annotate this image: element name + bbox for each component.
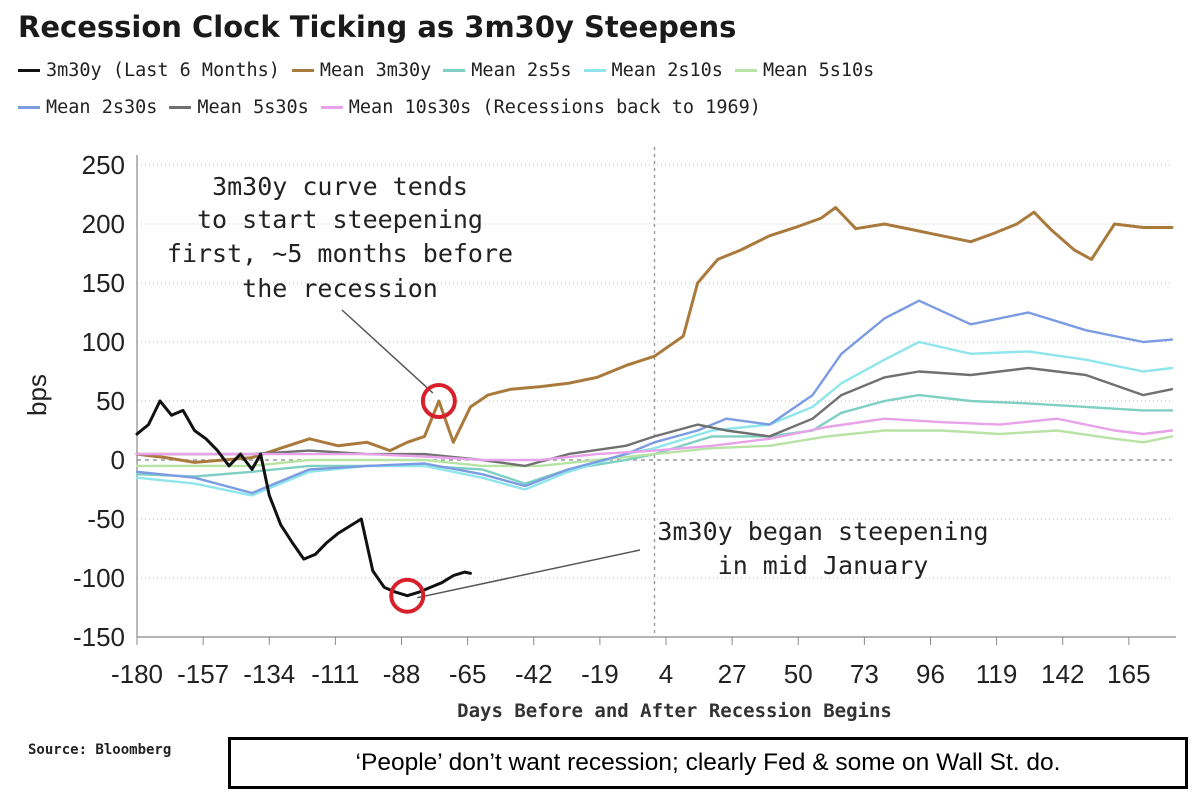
series-line-mean-10s30s-recessions-back-to-1969 <box>135 417 1174 462</box>
legend-label: 3m30y (Last 6 Months) <box>46 60 280 81</box>
legend-label: Mean 5s10s <box>762 60 875 81</box>
x-tick-label: 119 <box>976 659 1017 689</box>
legend-swatch <box>734 69 757 72</box>
legend-row-1: 3m30y (Last 6 Months) Mean 3m30y Mean 2s5s… <box>18 60 886 81</box>
x-tick-label: 96 <box>916 659 945 689</box>
x-tick-label: 4 <box>659 659 673 689</box>
annotation-1-line: first, ~5 months before <box>167 239 513 268</box>
legend-item: Mean 2s5s <box>443 60 572 81</box>
x-tick-label: -134 <box>243 659 295 689</box>
legend-label: Mean 2s30s <box>46 97 158 118</box>
legend-item: Mean 5s10s <box>734 60 875 81</box>
y-tick-label: 250 <box>82 150 125 180</box>
x-tick-label: -111 <box>311 659 359 689</box>
caption-box: ‘People’ don’t want recession; clearly F… <box>228 737 1188 789</box>
x-tick-label: -180 <box>111 659 163 689</box>
series-line-mean-5s10s <box>135 429 1174 468</box>
legend-swatch <box>18 69 40 72</box>
series-line-mean-2s30s <box>135 299 1174 495</box>
annotation-2-marker <box>389 577 426 614</box>
y-tick-label: -150 <box>73 622 125 652</box>
x-tick-label: 27 <box>718 659 747 689</box>
legend-swatch <box>443 69 466 72</box>
series-line-3m30y-last-6-months <box>135 399 472 598</box>
legend-item: Mean 5s30s <box>169 97 309 118</box>
annotation-1-line: the recession <box>242 274 438 303</box>
series-line-mean-3m30y <box>135 206 1174 464</box>
x-tick-label: -65 <box>449 659 487 689</box>
legend-label: Mean 2s5s <box>471 60 572 81</box>
legend-swatch <box>320 106 343 109</box>
annotation-1-marker <box>420 383 457 419</box>
x-tick-label: 142 <box>1041 659 1084 689</box>
legend-item: Mean 3m30y <box>291 60 432 81</box>
x-tick-label: 73 <box>850 659 879 689</box>
x-tick-label: 50 <box>784 659 813 689</box>
y-tick-label: 0 <box>111 445 125 475</box>
legend-item: Mean 2s30s <box>18 97 157 118</box>
legend-row-2: Mean 2s30s Mean 5s30s Mean 10s30s (Recessi… <box>18 97 773 118</box>
x-tick-label: -19 <box>581 659 619 689</box>
y-tick-label: 150 <box>82 268 125 298</box>
legend-swatch <box>18 106 40 109</box>
legend-label: Mean 2s10s <box>611 60 723 81</box>
x-tick-label: -42 <box>515 659 553 689</box>
series-line-mean-2s5s <box>135 393 1174 485</box>
annotation-2-line: in mid January <box>718 551 929 580</box>
legend-item: Mean 2s10s <box>583 60 723 81</box>
annotation-2-pointer <box>417 549 641 599</box>
annotation-1-line: to start steepening <box>197 205 483 234</box>
legend-swatch <box>169 106 192 109</box>
y-tick-label: -100 <box>73 563 125 593</box>
x-axis-title: Days Before and After Recession Begins <box>457 700 892 722</box>
legend-label: Mean 3m30y <box>319 60 432 81</box>
x-tick-label: 165 <box>1107 659 1150 689</box>
legend-item: 3m30y (Last 6 Months) <box>18 60 280 81</box>
legend-label: Mean 5s30s <box>197 97 309 118</box>
y-tick-label: -50 <box>87 504 125 534</box>
annotation-2-line: 3m30y began steepening <box>657 517 988 546</box>
x-tick-label: -88 <box>383 659 421 689</box>
y-tick-label: 200 <box>82 209 125 239</box>
annotation-1-line: 3m30y curve tends <box>212 172 468 201</box>
y-tick-label: 50 <box>96 386 125 416</box>
annotation-1-pointer <box>341 309 434 394</box>
legend-swatch <box>291 69 314 72</box>
legend-swatch <box>583 69 606 72</box>
source-note: Source: Bloomberg <box>28 742 172 758</box>
x-tick-label: -157 <box>177 659 229 689</box>
legend-item: Mean 10s30s (Recessions back to 1969) <box>320 97 761 118</box>
y-tick-label: 100 <box>82 327 125 357</box>
y-axis-title: bps <box>22 374 52 416</box>
chart-title: Recession Clock Ticking as 3m30y Steepen… <box>18 10 737 44</box>
legend-label: Mean 10s30s (Recessions back to 1969) <box>348 97 761 118</box>
